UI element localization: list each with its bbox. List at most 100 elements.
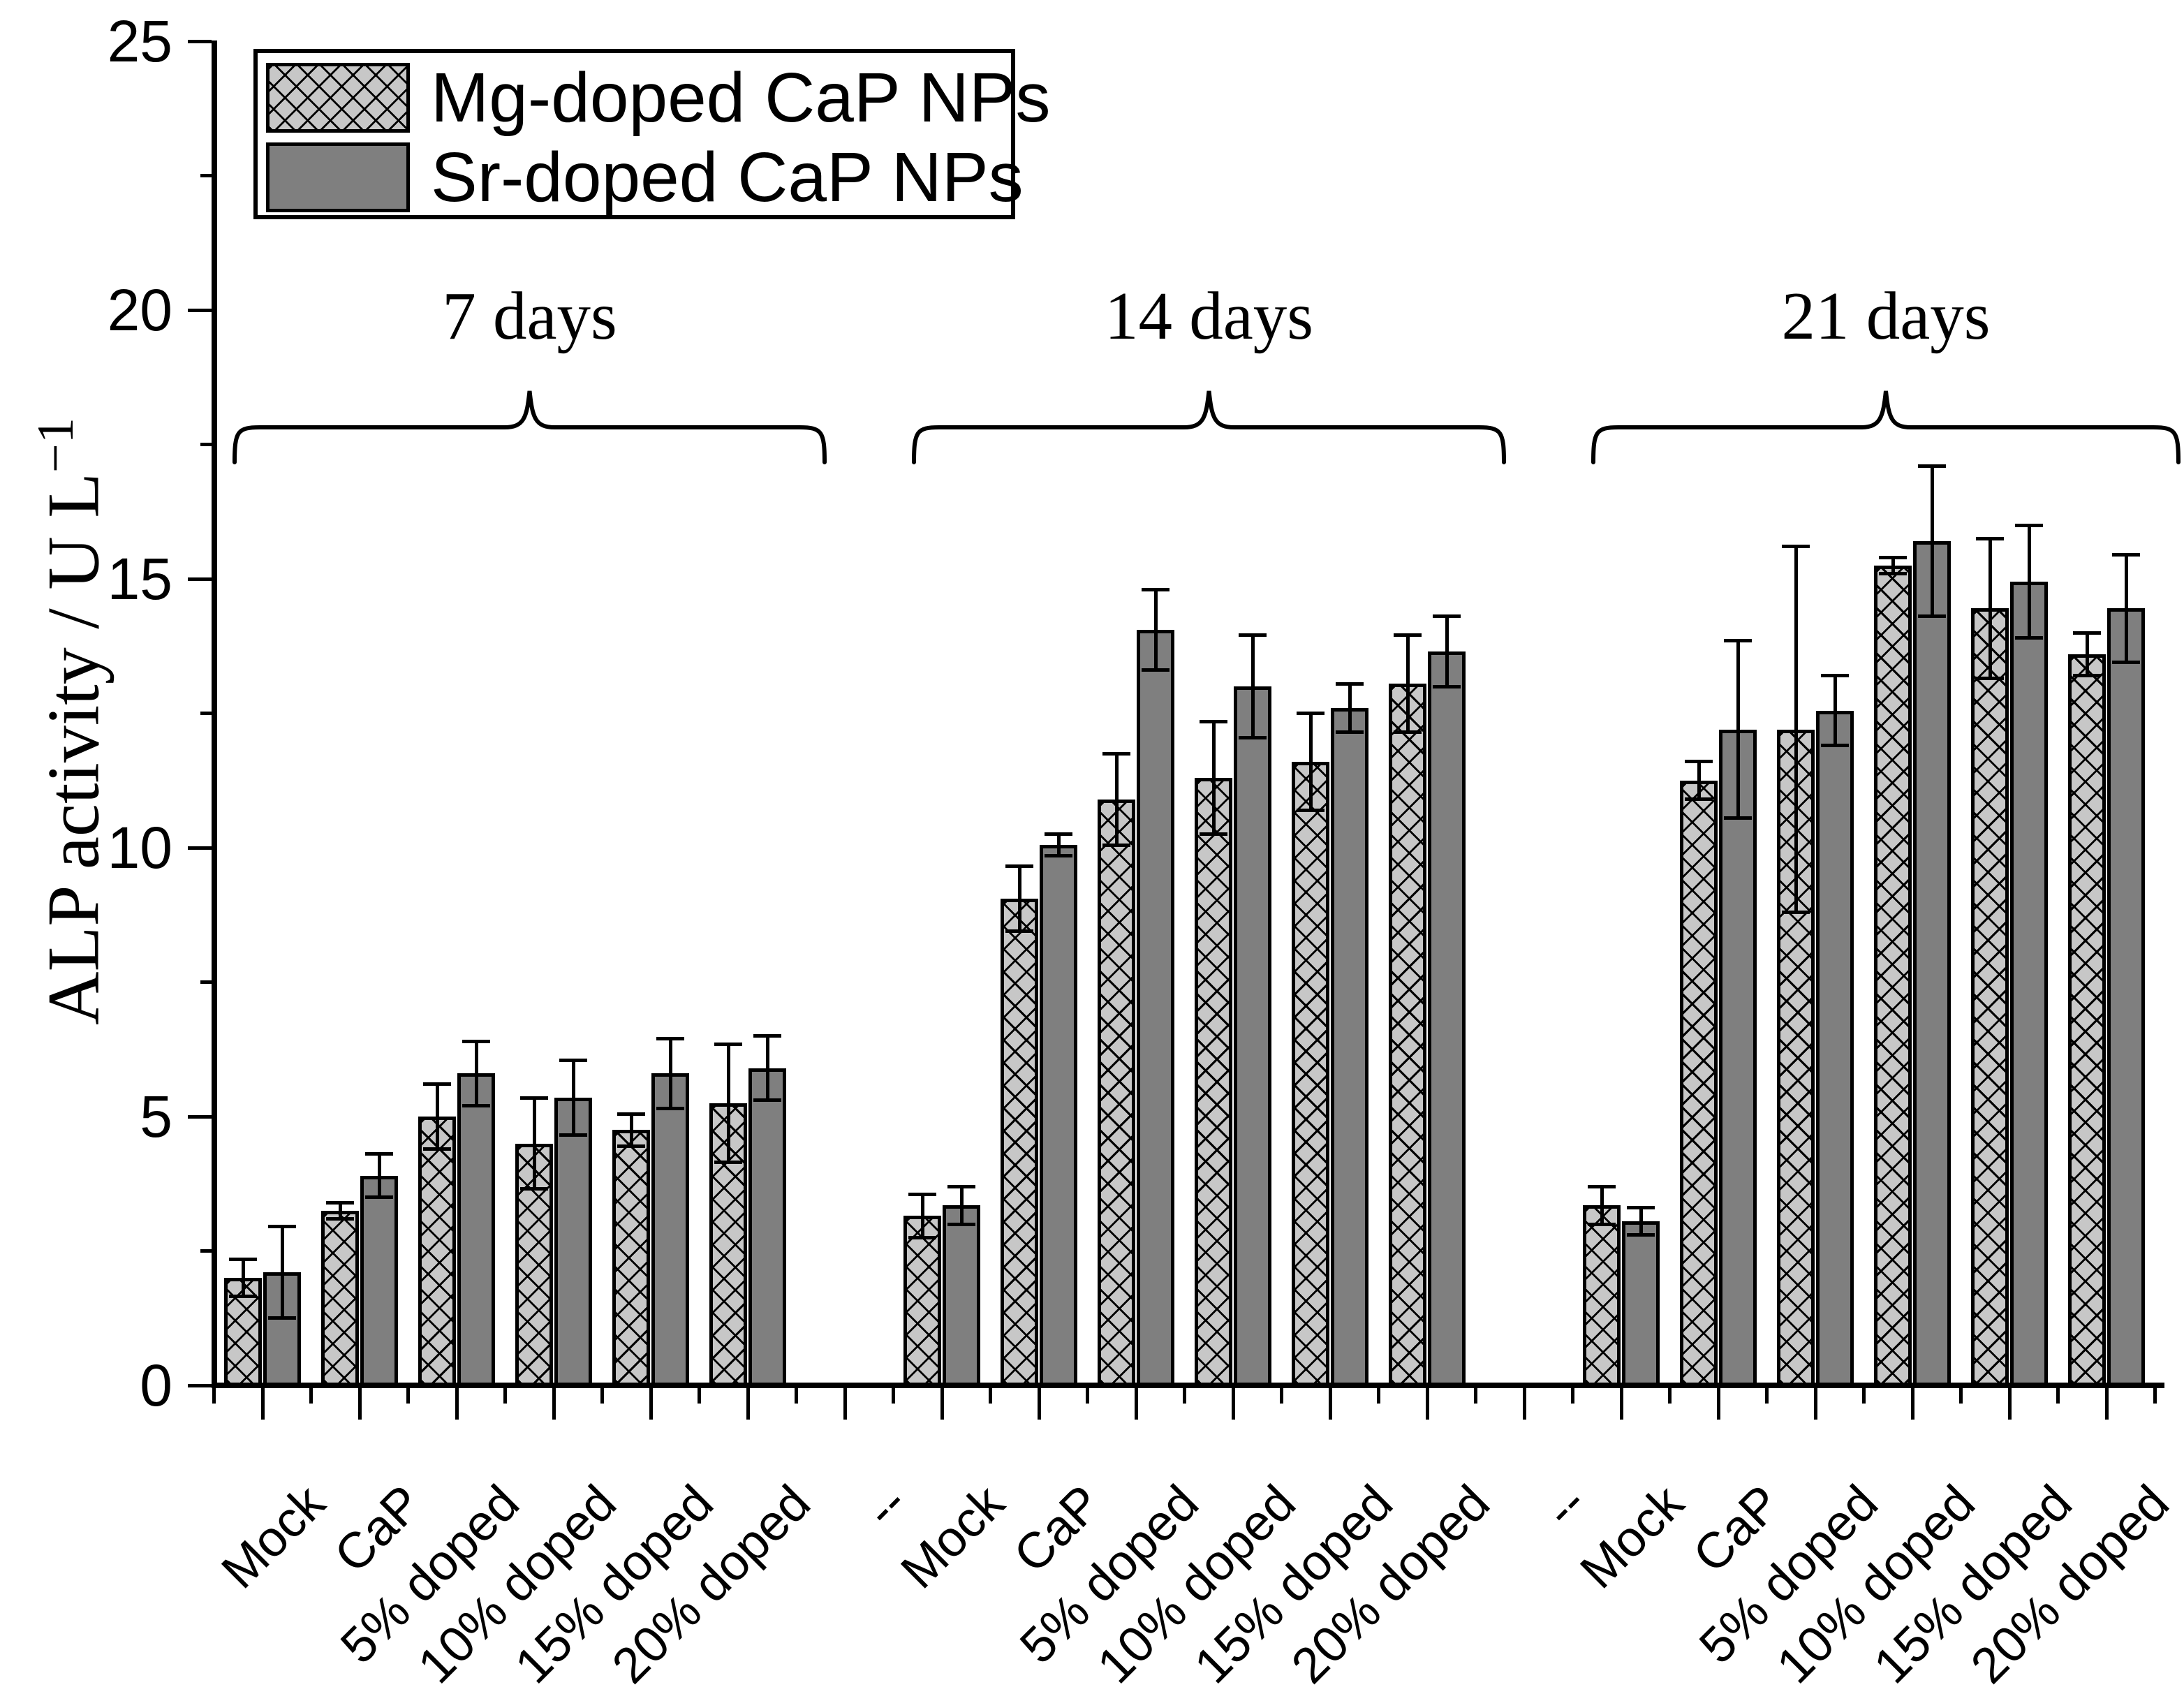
x-major-tick: [1716, 1388, 1720, 1420]
y-axis-line: [212, 40, 217, 1388]
x-major-tick: [2007, 1388, 2012, 1420]
x-minor-tick: [2056, 1388, 2060, 1404]
legend-swatch-sr-solid: [266, 142, 410, 212]
error-bar-cap-bottom: [229, 1295, 257, 1299]
y-axis-title-superscript: −1: [27, 418, 84, 473]
error-bar-line: [1153, 589, 1158, 670]
error-bar-line: [920, 1194, 924, 1238]
y-major-tick: [188, 308, 212, 312]
error-bar-cap-bottom: [1142, 668, 1170, 672]
y-minor-tick: [200, 712, 212, 715]
bar-sr-7days-20%doped: [748, 1068, 786, 1386]
error-bar-line: [1930, 466, 1934, 617]
error-bar-cap-bottom: [1045, 854, 1072, 858]
y-major-tick: [188, 846, 212, 850]
bar-sr-21days-20%doped: [2107, 608, 2145, 1386]
x-major-tick: [2104, 1388, 2109, 1420]
error-bar-cap-top: [559, 1058, 587, 1062]
bar-mg-21days-10%doped: [1874, 565, 1912, 1386]
x-minor-tick: [1280, 1388, 1283, 1404]
error-bar-cap-top: [714, 1042, 742, 1046]
y-minor-tick: [200, 980, 212, 984]
error-bar-cap-top: [462, 1039, 490, 1043]
x-major-tick: [1425, 1388, 1429, 1420]
x-major-tick: [1619, 1388, 1623, 1420]
error-bar-line: [1250, 635, 1255, 738]
x-minor-tick: [698, 1388, 701, 1404]
error-bar-cap-top: [1297, 712, 1325, 715]
error-bar-line: [959, 1186, 964, 1224]
bar-mg-7days-CaP: [321, 1210, 359, 1386]
error-bar-line: [1308, 713, 1313, 811]
error-bar-line: [1833, 675, 1837, 746]
bar-sr-7days-5%doped: [457, 1073, 495, 1386]
bar-mg-21days-CaP: [1680, 780, 1718, 1386]
error-bar-cap-bottom: [1782, 910, 1810, 914]
error-bar-line: [532, 1098, 536, 1189]
y-tick-label: 15: [107, 546, 172, 612]
x-major-tick: [843, 1388, 847, 1420]
x-tick-label: --: [855, 1475, 918, 1538]
x-major-tick: [552, 1388, 556, 1420]
x-major-tick: [1910, 1388, 1914, 1420]
error-bar-cap-bottom: [753, 1098, 781, 1103]
bar-mg-7days-15%doped: [612, 1130, 650, 1386]
error-bar-cap-top: [1918, 464, 1946, 468]
error-bar-cap-top: [1976, 536, 2004, 540]
error-bar-cap-bottom: [268, 1316, 296, 1320]
y-tick-label: 10: [107, 815, 172, 881]
error-bar-cap-top: [1724, 639, 1752, 643]
group-label-7days: 7 days: [442, 279, 617, 353]
error-bar-cap-bottom: [617, 1144, 645, 1148]
error-bar-cap-bottom: [1821, 744, 1849, 748]
bar-sr-21days-5%doped: [1816, 710, 1854, 1386]
y-major-tick: [188, 1114, 212, 1119]
error-bar-line: [1891, 557, 1895, 574]
error-bar-line: [280, 1226, 284, 1318]
error-bar-cap-bottom: [2015, 636, 2043, 640]
x-major-tick: [1231, 1388, 1235, 1420]
x-minor-tick: [309, 1388, 313, 1404]
error-bar-cap-bottom: [1102, 843, 1130, 847]
x-minor-tick: [212, 1388, 216, 1404]
bar-sr-21days-CaP: [1719, 729, 1757, 1386]
x-minor-tick: [795, 1388, 798, 1404]
x-tick-label: Mock: [890, 1475, 1015, 1600]
error-bar-cap-top: [268, 1225, 296, 1229]
error-bar-line: [1017, 866, 1021, 931]
x-tick-label: Mock: [211, 1475, 336, 1600]
y-tick-label: 0: [140, 1353, 172, 1418]
x-minor-tick: [1959, 1388, 1963, 1404]
error-bar-cap-top: [656, 1036, 684, 1040]
y-tick-label: 25: [107, 8, 172, 74]
error-bar-cap-top: [1045, 832, 1072, 837]
error-bar-line: [726, 1044, 730, 1163]
x-minor-tick: [406, 1388, 410, 1404]
error-bar-cap-bottom: [423, 1147, 451, 1151]
error-bar-cap-bottom: [1724, 816, 1752, 820]
error-bar-cap-bottom: [2112, 660, 2140, 664]
error-bar-cap-top: [1200, 719, 1227, 723]
y-axis-title: ALP activity / U L−1: [14, 320, 114, 1123]
bar-sr-14days-CaP: [1040, 845, 1077, 1386]
error-bar-cap-bottom: [714, 1160, 742, 1164]
error-bar-line: [571, 1060, 575, 1135]
x-minor-tick: [1765, 1388, 1769, 1404]
legend-label-mg: Mg-doped CaP NPs: [431, 59, 1051, 137]
x-tick-label: Mock: [1570, 1475, 1695, 1600]
x-major-tick: [1813, 1388, 1817, 1420]
bar-sr-14days-10%doped: [1234, 686, 1271, 1386]
error-bar-line: [1736, 640, 1740, 818]
group-brace-14days: [912, 390, 1506, 464]
error-bar-cap-top: [326, 1200, 354, 1205]
error-bar-line: [668, 1038, 672, 1109]
error-bar-cap-bottom: [947, 1222, 975, 1226]
error-bar-line: [1056, 834, 1061, 856]
y-minor-tick: [200, 443, 212, 446]
y-minor-tick: [200, 174, 212, 177]
y-major-tick: [188, 39, 212, 43]
